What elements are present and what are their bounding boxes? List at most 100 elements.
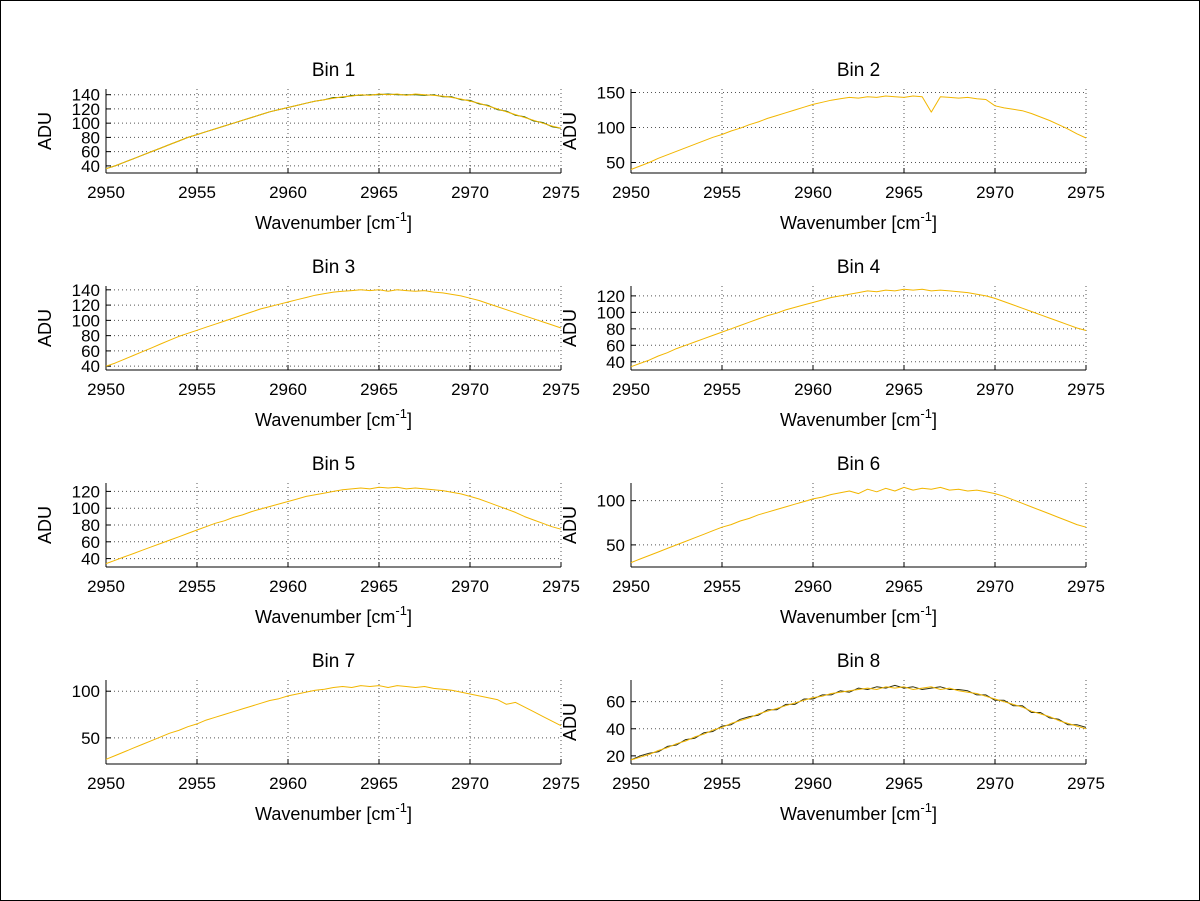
y-tick-label: 50 (606, 536, 625, 555)
series-trace-yellow (105, 486, 562, 565)
series-trace-yellow (630, 95, 1087, 170)
series-trace-yellow (105, 685, 562, 760)
x-tick-label: 2970 (451, 774, 489, 793)
x-tick-label: 2965 (360, 577, 398, 596)
x-tick-label: 2975 (542, 577, 580, 596)
y-tick-label: 150 (597, 84, 625, 103)
x-tick-label: 2950 (87, 577, 125, 596)
y-tick-label: 120 (597, 287, 625, 306)
y-tick-label: 20 (606, 747, 625, 766)
y-tick-label: 140 (72, 281, 100, 300)
subplot-title: Bin 6 (837, 454, 880, 475)
series-trace-yellow (630, 288, 1087, 368)
subplot-bin-2: Bin 2 50 100 150 ADU 2950 2955 2960 2965 2970 2975… (536, 56, 1136, 261)
x-tick-label: 2955 (703, 380, 741, 399)
y-tick-label: 60 (81, 533, 100, 552)
y-tick-label: 40 (81, 357, 100, 376)
y-tick-label: 100 (597, 492, 625, 511)
x-tick-label: 2975 (1067, 774, 1105, 793)
x-axis-label: Wavenumber [cm-1] (780, 800, 937, 824)
x-axis-label: Wavenumber [cm-1] (780, 603, 937, 627)
y-tick-label: 100 (72, 499, 100, 518)
subplot-title: Bin 7 (312, 651, 355, 672)
y-tick-label: 100 (72, 114, 100, 133)
x-axis-label: Wavenumber [cm-1] (255, 209, 412, 233)
y-tick-label: 80 (606, 320, 625, 339)
x-tick-label: 2950 (612, 380, 650, 399)
y-axis-label: ADU (35, 506, 55, 544)
y-tick-label: 40 (81, 157, 100, 176)
y-axis-label: ADU (560, 309, 580, 347)
x-tick-label: 2975 (1067, 577, 1105, 596)
x-tick-label: 2965 (885, 577, 923, 596)
x-axis-label: Wavenumber [cm-1] (255, 406, 412, 430)
subplot-bin-5: Bin 5 40 60 80 100 120 ADU 2950 2955 2960 2965 2970… (11, 450, 611, 655)
x-tick-label: 2955 (178, 774, 216, 793)
subplot-title: Bin 2 (837, 60, 880, 81)
series-trace-yellow (630, 486, 1087, 564)
x-tick-label: 2960 (794, 380, 832, 399)
subplot-bin-1: Bin 1 40 60 80 100 120 140 ADU 2950 2955 2960 2965 2… (11, 56, 611, 261)
subplot-bin-3: Bin 3 40 60 80 100 120 140 ADU 2950 2955 2960 2965 2… (11, 253, 611, 458)
x-tick-label: 2960 (269, 183, 307, 202)
x-tick-label: 2955 (703, 183, 741, 202)
x-tick-label: 2955 (703, 774, 741, 793)
subplot-bin-8: Bin 8 20 40 60 ADU 2950 2955 2960 2965 2970 2975 Wa… (536, 647, 1136, 852)
x-tick-label: 2975 (542, 380, 580, 399)
x-tick-label: 2960 (794, 577, 832, 596)
y-tick-label: 120 (72, 482, 100, 501)
subplot-title: Bin 1 (312, 60, 355, 81)
y-tick-label: 60 (81, 143, 100, 162)
y-tick-label: 100 (597, 119, 625, 138)
x-tick-label: 2955 (178, 380, 216, 399)
x-tick-label: 2950 (87, 774, 125, 793)
x-tick-label: 2960 (269, 577, 307, 596)
x-tick-label: 2950 (612, 577, 650, 596)
x-tick-label: 2970 (451, 380, 489, 399)
x-tick-label: 2955 (703, 577, 741, 596)
x-tick-label: 2970 (451, 183, 489, 202)
y-tick-label: 40 (606, 720, 625, 739)
x-tick-label: 2975 (542, 774, 580, 793)
y-axis-label: ADU (560, 703, 580, 741)
y-tick-label: 40 (81, 550, 100, 569)
y-tick-label: 80 (81, 128, 100, 147)
x-tick-label: 2970 (976, 577, 1014, 596)
subplot-title: Bin 3 (312, 257, 355, 278)
x-tick-label: 2965 (885, 774, 923, 793)
x-tick-label: 2955 (178, 183, 216, 202)
x-tick-label: 2965 (360, 774, 398, 793)
y-tick-label: 60 (606, 693, 625, 712)
x-tick-label: 2970 (976, 183, 1014, 202)
y-tick-label: 100 (597, 303, 625, 322)
y-axis-label: ADU (35, 112, 55, 150)
subplot-svg-bin-8: Bin 8 20 40 60 ADU 2950 2955 2960 2965 2970 2975 Wa… (560, 651, 1105, 824)
x-tick-label: 2965 (360, 380, 398, 399)
subplot-title: Bin 4 (837, 257, 881, 278)
y-axis-label: ADU (35, 309, 55, 347)
x-tick-label: 2955 (178, 577, 216, 596)
y-tick-label: 40 (606, 353, 625, 372)
x-tick-label: 2970 (976, 774, 1014, 793)
x-tick-label: 2970 (451, 577, 489, 596)
series-trace-dark (105, 93, 562, 170)
x-tick-label: 2960 (269, 380, 307, 399)
y-tick-label: 100 (72, 682, 100, 701)
x-tick-label: 2960 (794, 183, 832, 202)
subplot-svg-bin-6: Bin 6 50 100 ADU 2950 2955 2960 2965 2970 2975 Wav… (560, 454, 1105, 627)
y-tick-label: 50 (606, 154, 625, 173)
x-axis-label: Wavenumber [cm-1] (780, 209, 937, 233)
x-tick-label: 2950 (612, 183, 650, 202)
x-tick-label: 2950 (87, 380, 125, 399)
y-axis-label: ADU (560, 112, 580, 150)
y-tick-label: 120 (72, 100, 100, 119)
subplot-bin-6: Bin 6 50 100 ADU 2950 2955 2960 2965 2970 2975 Wav… (536, 450, 1136, 655)
x-tick-label: 2950 (612, 774, 650, 793)
x-tick-label: 2975 (1067, 183, 1105, 202)
x-axis-label: Wavenumber [cm-1] (255, 603, 412, 627)
